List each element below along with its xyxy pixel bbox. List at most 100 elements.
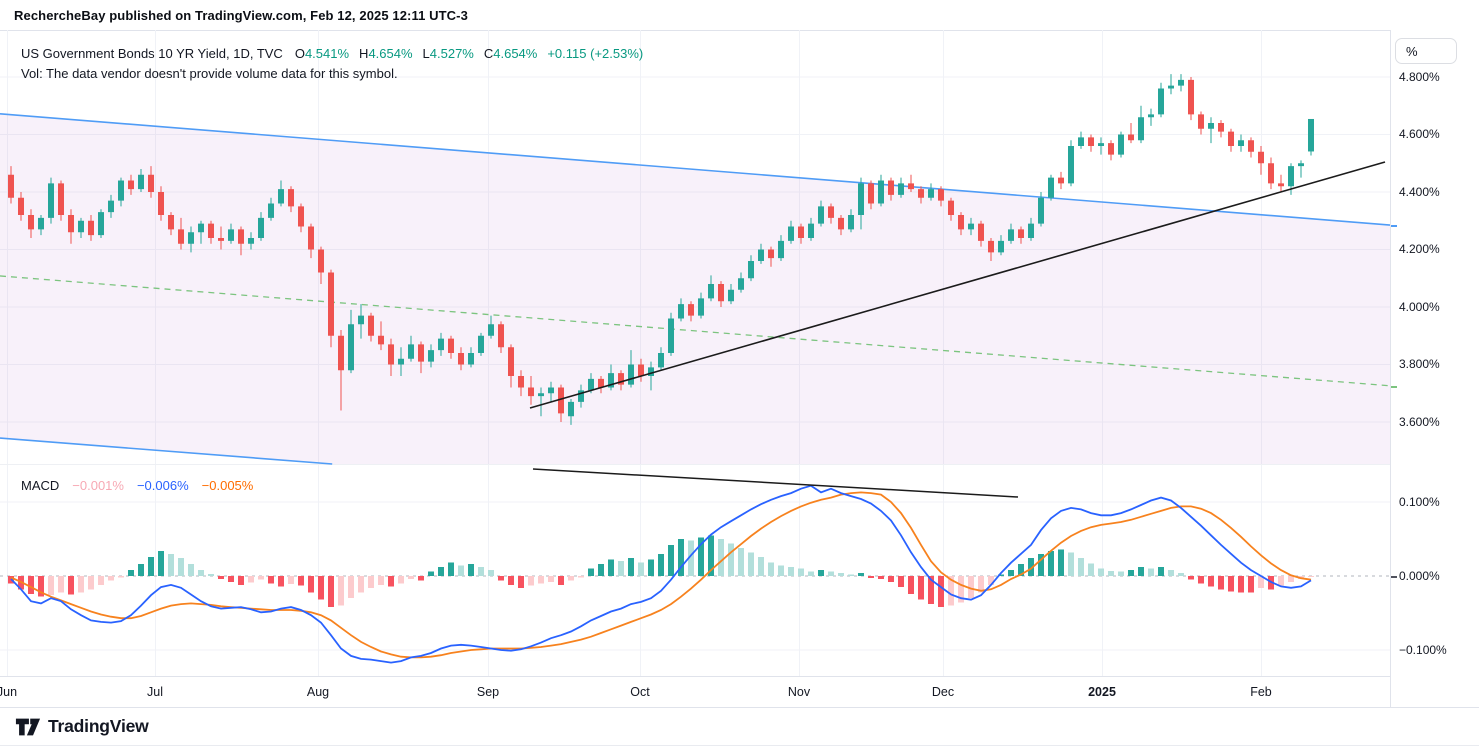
candle — [958, 212, 964, 236]
tradingview-logo-icon — [15, 718, 41, 735]
candle — [148, 166, 154, 198]
candle — [868, 180, 874, 210]
macd-main-line — [10, 484, 1312, 664]
candle — [8, 166, 14, 204]
candle — [808, 217, 814, 241]
price-axis[interactable]: % 4.800% 4.600% 4.400% 4.200% 4.000% 3.800% 3.… — [1390, 30, 1479, 707]
chart-panes[interactable] — [0, 30, 1390, 676]
trendline-drawings — [529, 161, 1386, 498]
candle — [298, 203, 304, 233]
candle — [128, 174, 134, 195]
candle — [318, 246, 324, 284]
candle — [608, 364, 614, 391]
candle — [1268, 157, 1274, 190]
month-label: Aug — [306, 685, 330, 699]
candle — [258, 212, 264, 241]
candle — [518, 370, 524, 397]
tradingview-logo[interactable]: TradingView — [15, 716, 149, 737]
time-axis[interactable]: Jun Jul Aug Sep Oct Nov Dec 2025 Feb — [0, 676, 1390, 708]
macd-pane — [0, 484, 1390, 664]
chart-top-border — [0, 30, 1479, 31]
candle — [1218, 120, 1224, 138]
macd-tick-label: 0.000% — [1399, 568, 1440, 583]
candle — [468, 347, 474, 368]
candle — [198, 220, 204, 244]
candle — [598, 376, 604, 394]
candle — [698, 292, 704, 319]
candle — [388, 338, 394, 376]
candle — [1138, 105, 1144, 144]
candle — [228, 223, 234, 244]
candle — [1278, 174, 1284, 192]
candle — [638, 358, 644, 382]
month-label: Dec — [931, 685, 955, 699]
candle — [38, 215, 44, 236]
candle — [1108, 140, 1114, 161]
candle — [798, 223, 804, 244]
candle — [98, 209, 104, 238]
flat-trendline — [532, 468, 1019, 498]
candle — [368, 312, 374, 342]
candle — [678, 298, 684, 322]
candle — [418, 341, 424, 374]
candle — [1168, 74, 1174, 95]
candle — [1248, 137, 1254, 158]
candle — [788, 220, 794, 244]
candle — [688, 301, 694, 322]
macd-signal-value: −0.005% — [201, 478, 254, 493]
candle — [968, 217, 974, 236]
candle — [1228, 128, 1234, 152]
candle — [398, 347, 404, 376]
price-tick-label: 4.400% — [1399, 184, 1440, 199]
candle — [478, 332, 484, 356]
candle — [1148, 108, 1154, 126]
candle — [28, 209, 34, 238]
change-value: +0.115 (+2.53%) — [547, 46, 644, 61]
candle — [118, 177, 124, 207]
macd-zero-axis-tick — [1391, 576, 1397, 578]
time-axis-bottom-border — [0, 707, 1479, 708]
candle — [1238, 134, 1244, 152]
candle — [88, 215, 94, 241]
candle — [978, 220, 984, 247]
candle — [938, 186, 944, 207]
candle — [928, 183, 934, 201]
candle — [158, 186, 164, 221]
candle — [168, 212, 174, 236]
candle — [78, 217, 84, 238]
price-tick-label: 3.800% — [1399, 357, 1440, 371]
candle — [1028, 217, 1034, 241]
candle — [278, 180, 284, 207]
macd-histogram — [8, 535, 1314, 608]
candle — [998, 235, 1004, 256]
candle — [458, 347, 464, 371]
candle — [358, 304, 364, 339]
candle — [338, 330, 344, 411]
month-label: Feb — [1250, 685, 1272, 699]
month-label: Jul — [147, 685, 163, 699]
candle — [908, 174, 914, 192]
candle — [988, 238, 994, 261]
candle — [1038, 192, 1044, 227]
candle — [828, 203, 834, 224]
macd-line-value: −0.006% — [136, 478, 189, 493]
price-tick-label: 4.200% — [1399, 242, 1440, 256]
month-label: 2025 — [1088, 685, 1116, 699]
candle — [1068, 140, 1074, 187]
candle — [848, 209, 854, 233]
macd-tick-label: 0.100% — [1399, 494, 1440, 509]
macd-label: MACD — [21, 478, 60, 493]
candle — [1058, 171, 1064, 190]
symbol-legend: US Government Bonds 10 YR Yield, 1D, TVC… — [21, 46, 643, 61]
candle — [58, 180, 64, 221]
candle — [778, 235, 784, 261]
candle — [748, 255, 754, 282]
candle — [18, 192, 24, 221]
unit-percent-button[interactable]: % — [1395, 38, 1457, 64]
candle — [548, 381, 554, 402]
candle — [488, 315, 494, 339]
candle — [378, 321, 384, 351]
candle — [668, 312, 674, 356]
candle — [758, 243, 764, 264]
